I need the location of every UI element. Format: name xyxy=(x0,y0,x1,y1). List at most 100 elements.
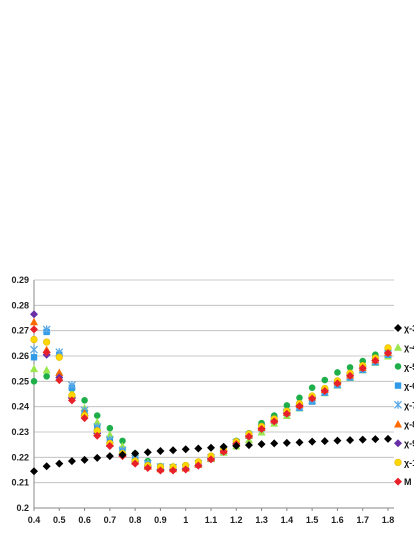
data-point xyxy=(42,325,51,334)
data-point xyxy=(232,441,241,450)
data-point xyxy=(169,446,178,455)
legend-label: M xyxy=(404,477,412,487)
data-point xyxy=(181,445,190,454)
y-tick-label: 0.26 xyxy=(11,351,29,361)
data-point xyxy=(384,348,392,357)
data-point xyxy=(30,354,38,361)
x-tick-label: 1.1 xyxy=(205,515,218,525)
gridlines xyxy=(34,279,394,509)
data-point xyxy=(55,368,64,376)
data-point xyxy=(257,424,266,433)
x-tick-label: 1.2 xyxy=(230,515,243,525)
data-point xyxy=(320,386,329,395)
data-point xyxy=(30,345,38,354)
data-point xyxy=(143,448,152,457)
data-point xyxy=(30,317,38,326)
y-tick-label: 0.21 xyxy=(11,478,29,488)
legend-label: χ-6 xyxy=(404,381,414,391)
x-tick-label: 0.6 xyxy=(78,515,91,525)
data-point xyxy=(320,437,329,446)
data-point xyxy=(43,338,51,346)
legend-label: χ-10 xyxy=(404,458,414,468)
legend-marker xyxy=(394,343,402,351)
data-point xyxy=(270,417,279,426)
data-point xyxy=(295,402,304,411)
data-point xyxy=(105,441,114,450)
legend-marker xyxy=(394,363,402,370)
legend-marker xyxy=(394,420,402,428)
data-point xyxy=(334,369,341,376)
legend-marker xyxy=(394,477,402,486)
data-point xyxy=(283,402,291,409)
data-point xyxy=(143,463,152,472)
legend-label: χ-9 xyxy=(404,439,414,449)
data-point xyxy=(371,435,380,444)
data-point xyxy=(244,441,253,450)
data-point xyxy=(371,356,380,365)
x-tick-label: 1.7 xyxy=(356,515,369,525)
data-point xyxy=(295,438,304,447)
data-point xyxy=(42,348,51,357)
y-tick-label: 0.22 xyxy=(11,452,29,462)
data-point xyxy=(93,431,102,440)
data-point xyxy=(181,465,190,474)
data-point xyxy=(384,434,392,443)
data-point xyxy=(358,435,367,444)
data-point xyxy=(30,467,38,476)
data-point xyxy=(308,394,317,403)
data-point xyxy=(67,381,76,390)
data-point xyxy=(296,394,303,402)
y-tick-label: 0.23 xyxy=(11,427,29,437)
legend-marker xyxy=(394,458,402,467)
data-point xyxy=(30,335,38,344)
x-tick-label: 0.8 xyxy=(129,515,142,525)
data-points xyxy=(30,310,392,476)
data-point xyxy=(131,449,140,458)
data-point xyxy=(156,466,165,475)
data-point xyxy=(93,412,101,419)
x-tick-label: 0.4 xyxy=(28,515,41,525)
x-tick-label: 0.7 xyxy=(104,515,117,525)
y-tick-label: 0.28 xyxy=(11,300,29,310)
data-point xyxy=(169,466,178,475)
x-tick-label: 0.5 xyxy=(53,515,66,525)
data-point xyxy=(308,437,317,446)
series-9 xyxy=(30,325,392,475)
data-point xyxy=(156,447,165,455)
legend-label: χ-5 xyxy=(404,362,414,372)
legend-marker xyxy=(394,400,402,409)
legend-label: χ-8 xyxy=(404,420,414,430)
data-point xyxy=(194,444,203,453)
x-tick-label: 1.6 xyxy=(331,515,344,525)
data-point xyxy=(308,384,316,391)
data-point xyxy=(80,414,89,423)
data-point xyxy=(346,371,355,380)
data-point xyxy=(219,442,228,451)
data-point xyxy=(105,430,114,439)
x-tick-label: 1.5 xyxy=(306,515,319,525)
data-point xyxy=(119,437,126,445)
data-point xyxy=(333,379,342,388)
data-point xyxy=(346,364,354,371)
data-point xyxy=(42,365,51,374)
x-tick-label: 1.3 xyxy=(255,515,268,525)
legend-label: χ-3 xyxy=(404,324,414,334)
data-point xyxy=(93,417,102,426)
data-point xyxy=(131,459,140,468)
data-point xyxy=(321,376,329,384)
y-tick-label: 0.27 xyxy=(11,326,29,336)
data-point xyxy=(346,436,355,445)
data-point xyxy=(30,364,38,373)
y-tick-label: 0.29 xyxy=(11,275,29,285)
x-tick-label: 0.9 xyxy=(154,515,167,525)
data-point xyxy=(194,461,203,470)
data-point xyxy=(30,378,38,385)
data-point xyxy=(282,409,291,418)
data-point xyxy=(80,455,89,464)
legend-marker xyxy=(394,439,402,448)
data-point xyxy=(118,450,127,459)
data-point xyxy=(55,376,64,385)
data-point xyxy=(219,447,228,456)
